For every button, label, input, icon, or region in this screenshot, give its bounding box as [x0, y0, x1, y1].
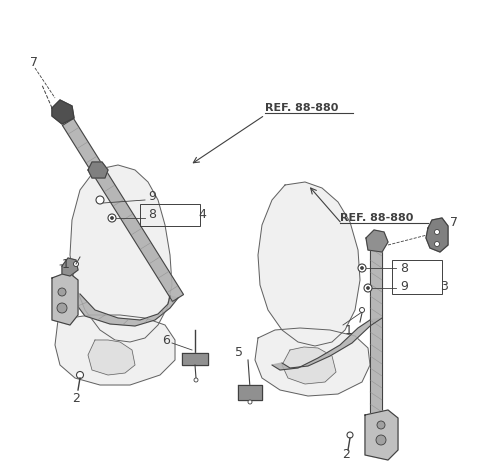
Circle shape: [376, 435, 386, 445]
Text: 6: 6: [162, 334, 170, 346]
Circle shape: [96, 196, 104, 204]
Text: 5: 5: [235, 345, 243, 358]
Circle shape: [110, 217, 113, 219]
Circle shape: [76, 372, 84, 379]
Polygon shape: [365, 410, 398, 460]
Polygon shape: [52, 272, 78, 325]
Text: 2: 2: [72, 392, 80, 404]
Polygon shape: [282, 347, 336, 384]
Text: 8: 8: [400, 262, 408, 275]
Circle shape: [58, 288, 66, 296]
Circle shape: [194, 378, 198, 382]
Circle shape: [360, 307, 364, 313]
Polygon shape: [182, 353, 208, 365]
Text: 2: 2: [342, 447, 350, 461]
Text: 3: 3: [440, 279, 448, 292]
Polygon shape: [70, 165, 172, 342]
Bar: [392, 260, 442, 294]
Text: REF. 88-880: REF. 88-880: [340, 213, 413, 223]
Text: 1: 1: [62, 258, 70, 271]
Text: 8: 8: [148, 207, 156, 220]
Polygon shape: [62, 118, 183, 301]
Text: 7: 7: [30, 56, 38, 68]
Circle shape: [57, 303, 67, 313]
Circle shape: [358, 264, 366, 272]
Polygon shape: [88, 340, 135, 375]
Polygon shape: [88, 162, 108, 178]
Text: 9: 9: [148, 190, 156, 203]
Circle shape: [248, 400, 252, 404]
Polygon shape: [272, 318, 382, 370]
Polygon shape: [70, 294, 178, 326]
Bar: [140, 204, 200, 226]
Polygon shape: [62, 258, 78, 276]
Polygon shape: [258, 182, 360, 346]
Polygon shape: [370, 245, 382, 415]
Polygon shape: [55, 315, 175, 385]
Circle shape: [434, 229, 440, 234]
Polygon shape: [238, 385, 262, 400]
Text: 7: 7: [450, 215, 458, 228]
Text: REF. 88-880: REF. 88-880: [265, 103, 338, 113]
Circle shape: [360, 266, 363, 270]
Polygon shape: [426, 218, 448, 252]
Circle shape: [364, 284, 372, 292]
Circle shape: [434, 241, 440, 247]
Circle shape: [377, 421, 385, 429]
Polygon shape: [366, 230, 388, 252]
Text: 4: 4: [198, 209, 206, 221]
Polygon shape: [255, 328, 370, 396]
Text: 1: 1: [345, 323, 353, 336]
Circle shape: [367, 286, 370, 290]
Circle shape: [347, 432, 353, 438]
Circle shape: [73, 262, 79, 266]
Text: 9: 9: [400, 279, 408, 292]
Polygon shape: [52, 100, 74, 124]
Circle shape: [108, 214, 116, 222]
